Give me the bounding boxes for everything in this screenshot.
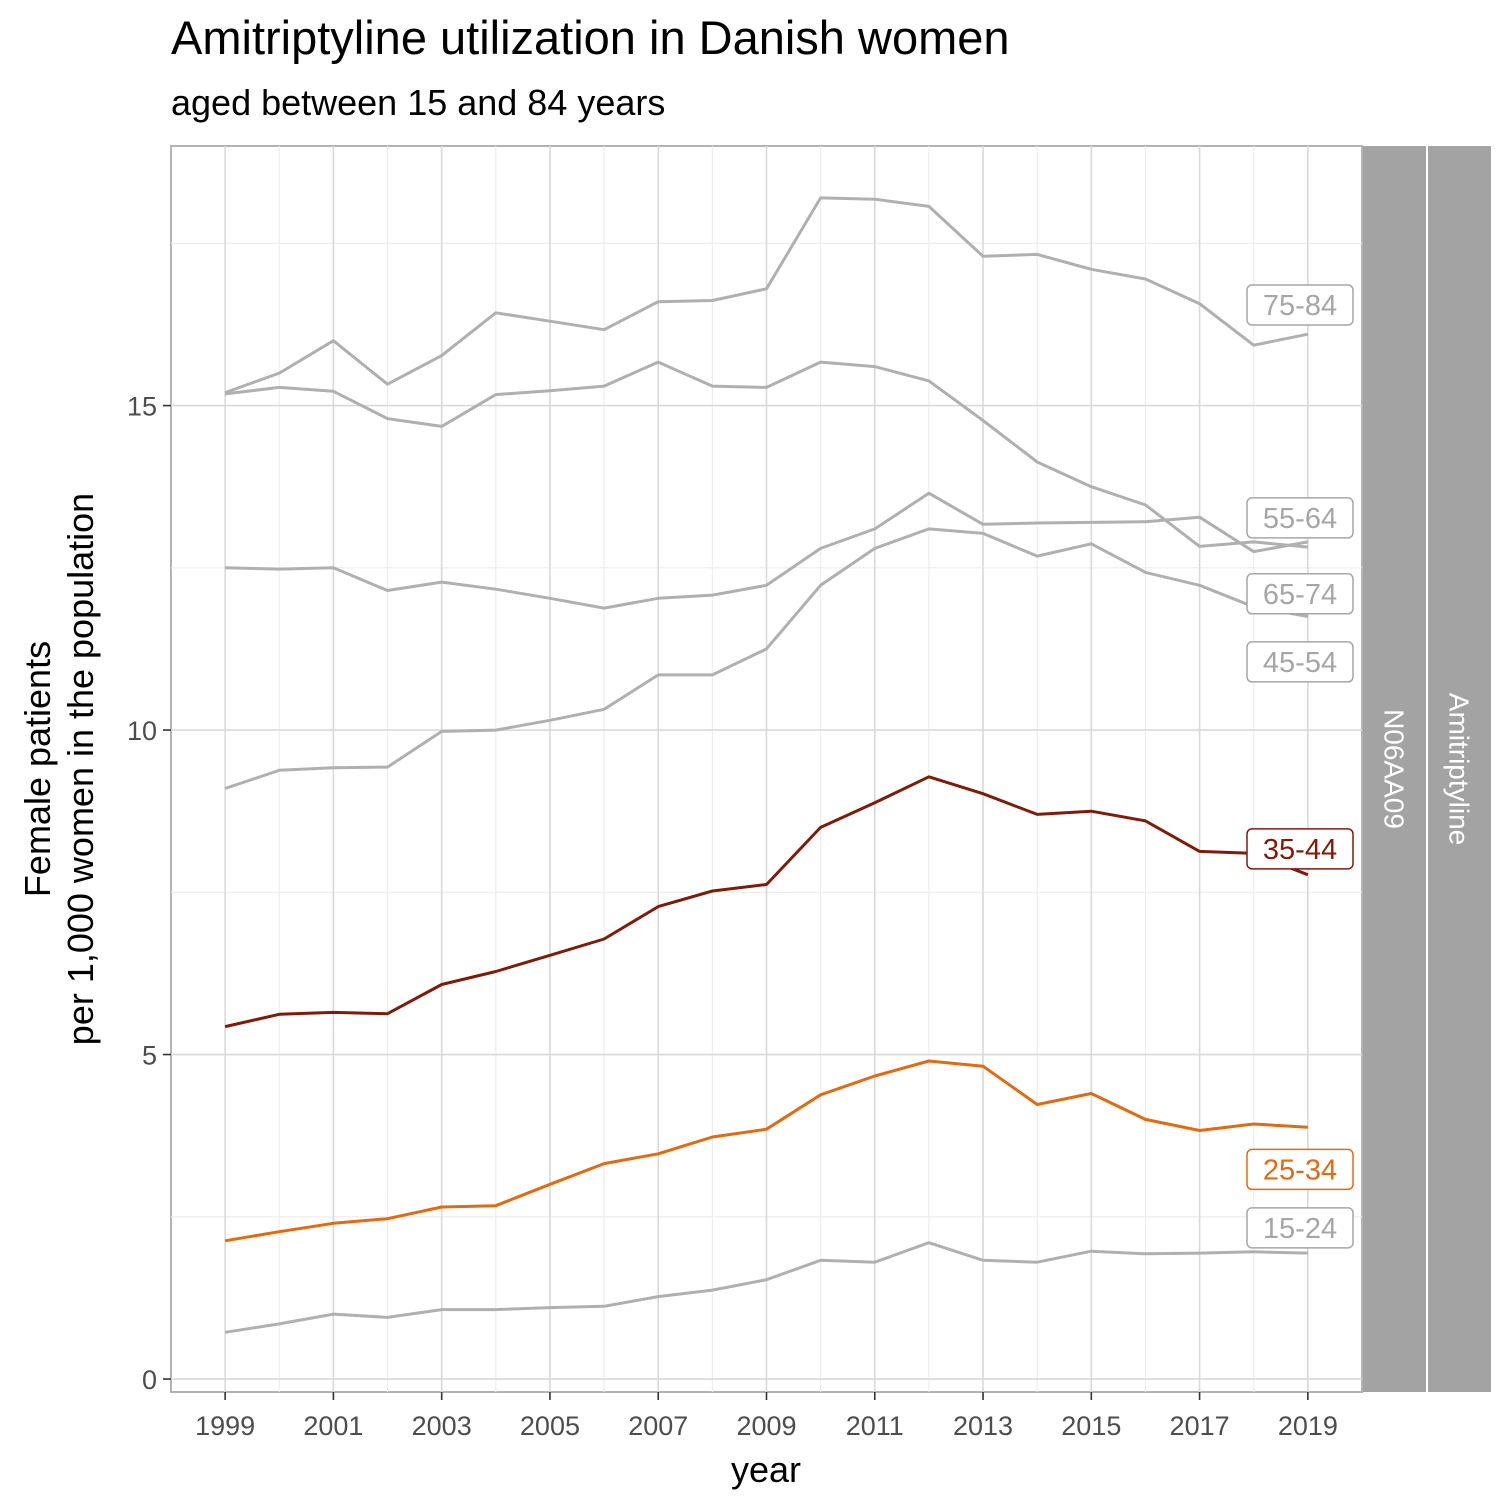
series-label-45-54: 45-54 <box>1263 647 1337 679</box>
series-label-35-44: 35-44 <box>1263 834 1337 866</box>
major-gridlines <box>171 146 1362 1392</box>
x-tick-label: 2005 <box>520 1411 580 1441</box>
series-label-15-24: 15-24 <box>1263 1213 1337 1245</box>
series-line-45-54 <box>224 527 1309 790</box>
series-labels: 75-84 65-74 55-64 45-54 35-44 25-34 15-24 <box>1246 284 1354 1249</box>
y-tick-label: 0 <box>142 1365 157 1395</box>
series-label-65-74: 65-74 <box>1263 579 1337 611</box>
chart-title: Amitriptyline utilization in Danish wome… <box>171 11 1010 64</box>
x-tick-label: 2007 <box>628 1411 688 1441</box>
x-tick-label: 2019 <box>1278 1411 1338 1441</box>
x-tick-label: 2015 <box>1061 1411 1121 1441</box>
y-axis-title-line2: per 1,000 women in the population <box>60 493 101 1045</box>
series-lines <box>224 196 1309 1334</box>
series-line-75-84 <box>224 196 1309 395</box>
series-label-box-35-44 <box>1246 828 1354 870</box>
x-tick-label: 2001 <box>303 1411 363 1441</box>
series-line-25-34 <box>224 1059 1308 1243</box>
series-label-box-15-24 <box>1246 1207 1354 1249</box>
chart-subtitle: aged between 15 and 84 years <box>171 82 666 123</box>
y-axis: 0 5 10 15 <box>127 392 171 1395</box>
series-label-box-65-74 <box>1246 573 1354 615</box>
series-label-75-84: 75-84 <box>1263 290 1337 322</box>
series-line-55-64 <box>225 491 1309 610</box>
series-label-25-34: 25-34 <box>1263 1154 1337 1186</box>
strip-label-code: N06AA09 <box>1379 709 1410 829</box>
y-tick-label: 10 <box>127 716 157 746</box>
y-tick-label: 15 <box>127 392 157 422</box>
x-axis-title: year <box>731 1449 801 1490</box>
y-axis-title-line1: Female patients <box>17 641 58 897</box>
series-line-15-24 <box>224 1241 1308 1334</box>
strip-label-drug: Amitriptyline <box>1444 693 1475 845</box>
series-label-box-25-34 <box>1246 1148 1354 1191</box>
facet-strip-code <box>1363 146 1426 1392</box>
series-label-box-55-64 <box>1246 497 1354 539</box>
series-label-55-64: 55-64 <box>1263 503 1337 535</box>
x-axis: 1999 2001 2003 2005 2007 2009 2011 2013 2015 2017… <box>195 1392 1338 1441</box>
series-label-box-45-54 <box>1246 641 1354 683</box>
x-tick-label: 2003 <box>412 1411 472 1441</box>
facet-strip-drug <box>1428 146 1491 1392</box>
series-line-35-44 <box>224 775 1309 1029</box>
series-line-65-74 <box>224 360 1309 549</box>
y-tick-label: 5 <box>142 1041 157 1071</box>
x-tick-label: 2013 <box>953 1411 1013 1441</box>
x-tick-label: 2017 <box>1170 1411 1230 1441</box>
x-tick-label: 2011 <box>846 1411 904 1441</box>
x-tick-label: 1999 <box>195 1411 255 1441</box>
series-label-box-75-84 <box>1246 284 1354 326</box>
x-tick-label: 2009 <box>736 1411 796 1441</box>
